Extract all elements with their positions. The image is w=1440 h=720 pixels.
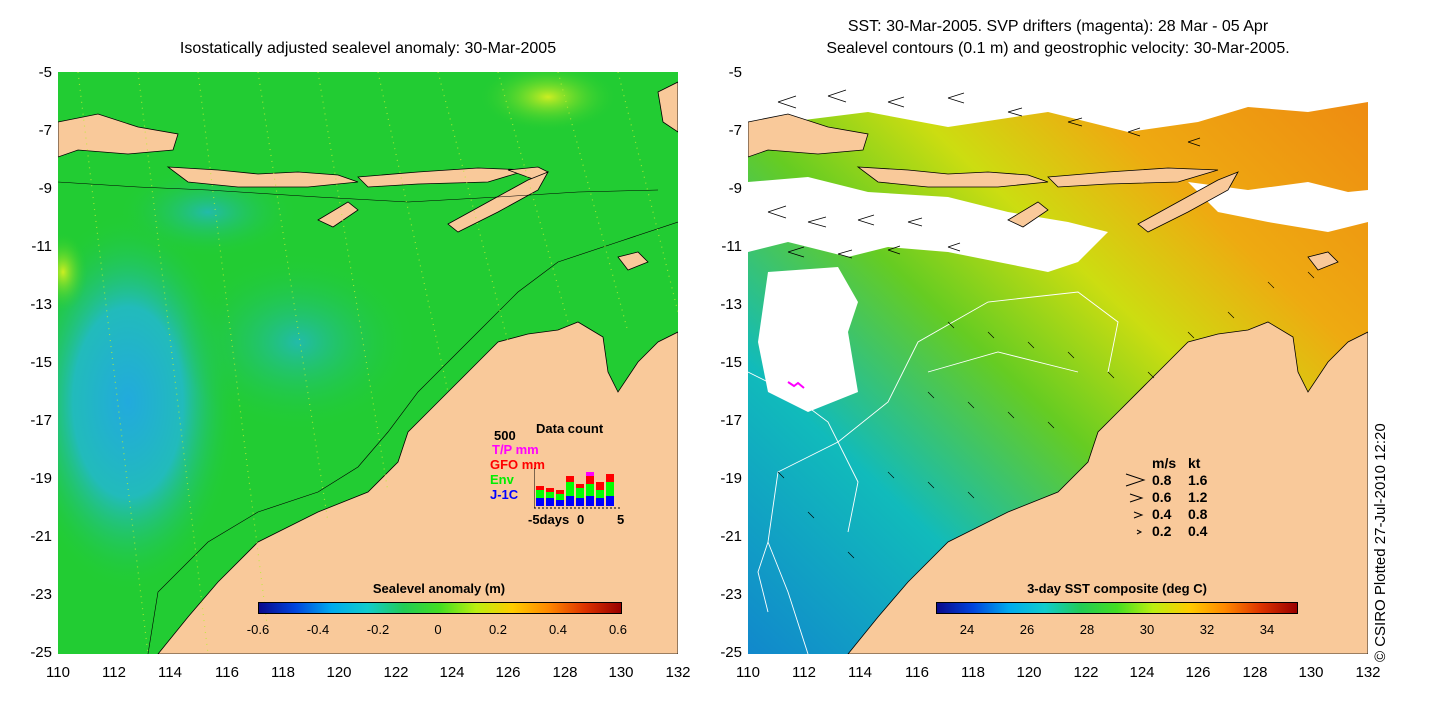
x-tick: 132 [665,664,691,681]
plot-credit: © CSIRO Plotted 27-Jul-2010 12:20 [1372,423,1389,662]
y-tick: -13 [720,296,742,313]
x-tick: 114 [158,664,182,681]
y-tick: -11 [721,238,742,255]
right-panel-title-line1: SST: 30-Mar-2005. SVP drifters (magenta)… [847,18,1269,35]
colorbar-tick: 28 [1079,622,1095,637]
y-tick: -17 [30,412,52,429]
legend-row-kt: 0.8 [1188,506,1208,522]
x-tick: 110 [46,664,70,681]
x-tick: 122 [1073,664,1099,681]
x-tick: 124 [1129,664,1155,681]
x-tick: 116 [215,664,239,681]
x-tick: 120 [1016,664,1042,681]
x-tick: 122 [383,664,409,681]
y-tick: -21 [720,528,742,545]
colorbar-tick: 32 [1199,622,1215,637]
x-tick: 120 [326,664,352,681]
legend-row-ms: 0.2 [1152,523,1172,539]
y-tick: -9 [38,180,52,197]
y-tick: -11 [31,238,52,255]
legend-row-ms: 0.8 [1152,472,1172,488]
sst-colorbar [936,602,1298,614]
colorbar-tick: 30 [1139,622,1155,637]
legend-row-ms: 0.6 [1152,489,1172,505]
data-count-series-env: Env [490,472,514,487]
data-count-series-gfo: GFO mm [490,457,545,472]
colorbar-tick: 34 [1259,622,1275,637]
y-tick: -25 [720,644,742,661]
data-count-bars [534,468,622,509]
x-tick: 110 [736,664,760,681]
x-tick: 130 [608,664,634,681]
sealevel-colorbar [258,602,622,614]
right-panel-title-line2: Sealevel contours (0.1 m) and geostrophi… [826,40,1290,57]
legend-header-ms: m/s [1152,455,1177,471]
sst-colorbar-title: 3-day SST composite (deg C) [1027,581,1207,596]
data-count-series-j1c: J-1C [490,487,519,502]
y-tick: -17 [720,412,742,429]
x-tick: 124 [439,664,465,681]
data-count-title: Data count [536,421,604,436]
left-panel-title: Isostatically adjusted sealevel anomaly:… [179,40,557,57]
sealevel-map-graphic [58,72,678,654]
legend-header-kt: kt [1188,455,1201,471]
x-tick: 132 [1355,664,1381,681]
x-tick: 118 [271,664,295,681]
data-count-series-tp: T/P mm [492,442,539,457]
x-tick: 118 [961,664,985,681]
y-tick: -23 [30,586,52,603]
x-tick: 112 [102,664,126,681]
x-tick: 128 [1242,664,1268,681]
colorbar-tick: 0.2 [488,622,508,637]
colorbar-tick: 0 [434,622,442,637]
sst-map-graphic [748,72,1368,654]
x-tick: 126 [1185,664,1211,681]
y-tick: -13 [30,296,52,313]
legend-row-ms: 0.4 [1152,506,1172,522]
colorbar-tick: 24 [959,622,975,637]
legend-row-kt: 1.2 [1188,489,1208,505]
sealevel-colorbar-title: Sealevel anomaly (m) [372,581,506,596]
legend-row-kt: 1.6 [1188,472,1208,488]
y-tick: -7 [38,122,52,139]
colorbar-tick: 0.6 [608,622,628,637]
colorbar-tick: 26 [1019,622,1035,637]
y-tick: -25 [30,644,52,661]
y-tick: -5 [38,64,52,81]
colorbar-tick: -0.4 [306,622,330,637]
x-tick: 114 [848,664,872,681]
y-tick: -7 [728,122,742,139]
legend-row-kt: 0.4 [1188,523,1208,539]
y-tick: -15 [30,354,52,371]
y-tick: -19 [30,470,52,487]
data-count-x-mid: 0 [577,512,585,527]
y-tick: -5 [728,64,742,81]
data-count-x-right: 5 [617,512,625,527]
x-tick: 130 [1298,664,1324,681]
y-tick: -23 [720,586,742,603]
sealevel-anomaly-map [58,72,678,654]
colorbar-tick: -0.6 [246,622,270,637]
sst-map [748,72,1368,654]
y-tick: -21 [30,528,52,545]
y-tick: -9 [728,180,742,197]
legend-arrow-icons [1125,473,1146,535]
data-count-max-label: 500 [494,428,516,443]
colorbar-tick: -0.2 [366,622,390,637]
x-tick: 128 [552,664,578,681]
x-tick: 112 [792,664,816,681]
x-tick: 116 [905,664,929,681]
data-count-x-left: -5days [528,512,570,527]
x-tick: 126 [495,664,521,681]
colorbar-tick: 0.4 [548,622,568,637]
y-tick: -15 [720,354,742,371]
y-tick: -19 [720,470,742,487]
